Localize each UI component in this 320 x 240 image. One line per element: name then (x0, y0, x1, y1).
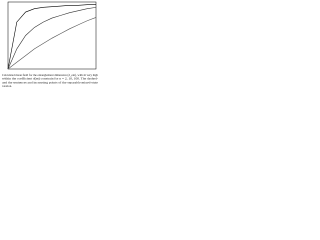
plot-frame (7, 1, 97, 70)
caption-line: Calculated mean field for the entangleme… (2, 73, 98, 78)
caption-line: rotation. (2, 84, 12, 88)
caption-line: and the sentences and increasing points … (2, 80, 99, 84)
curve (7, 4, 96, 70)
caption-line: within the coefficient d(m) constrain fo… (2, 77, 98, 82)
page: {"chart_data": {"type": "line", "x": [0,… (0, 0, 100, 88)
curve (7, 7, 97, 70)
figure: Calculated mean field for the entangleme… (2, 1, 99, 88)
curve (7, 17, 97, 70)
